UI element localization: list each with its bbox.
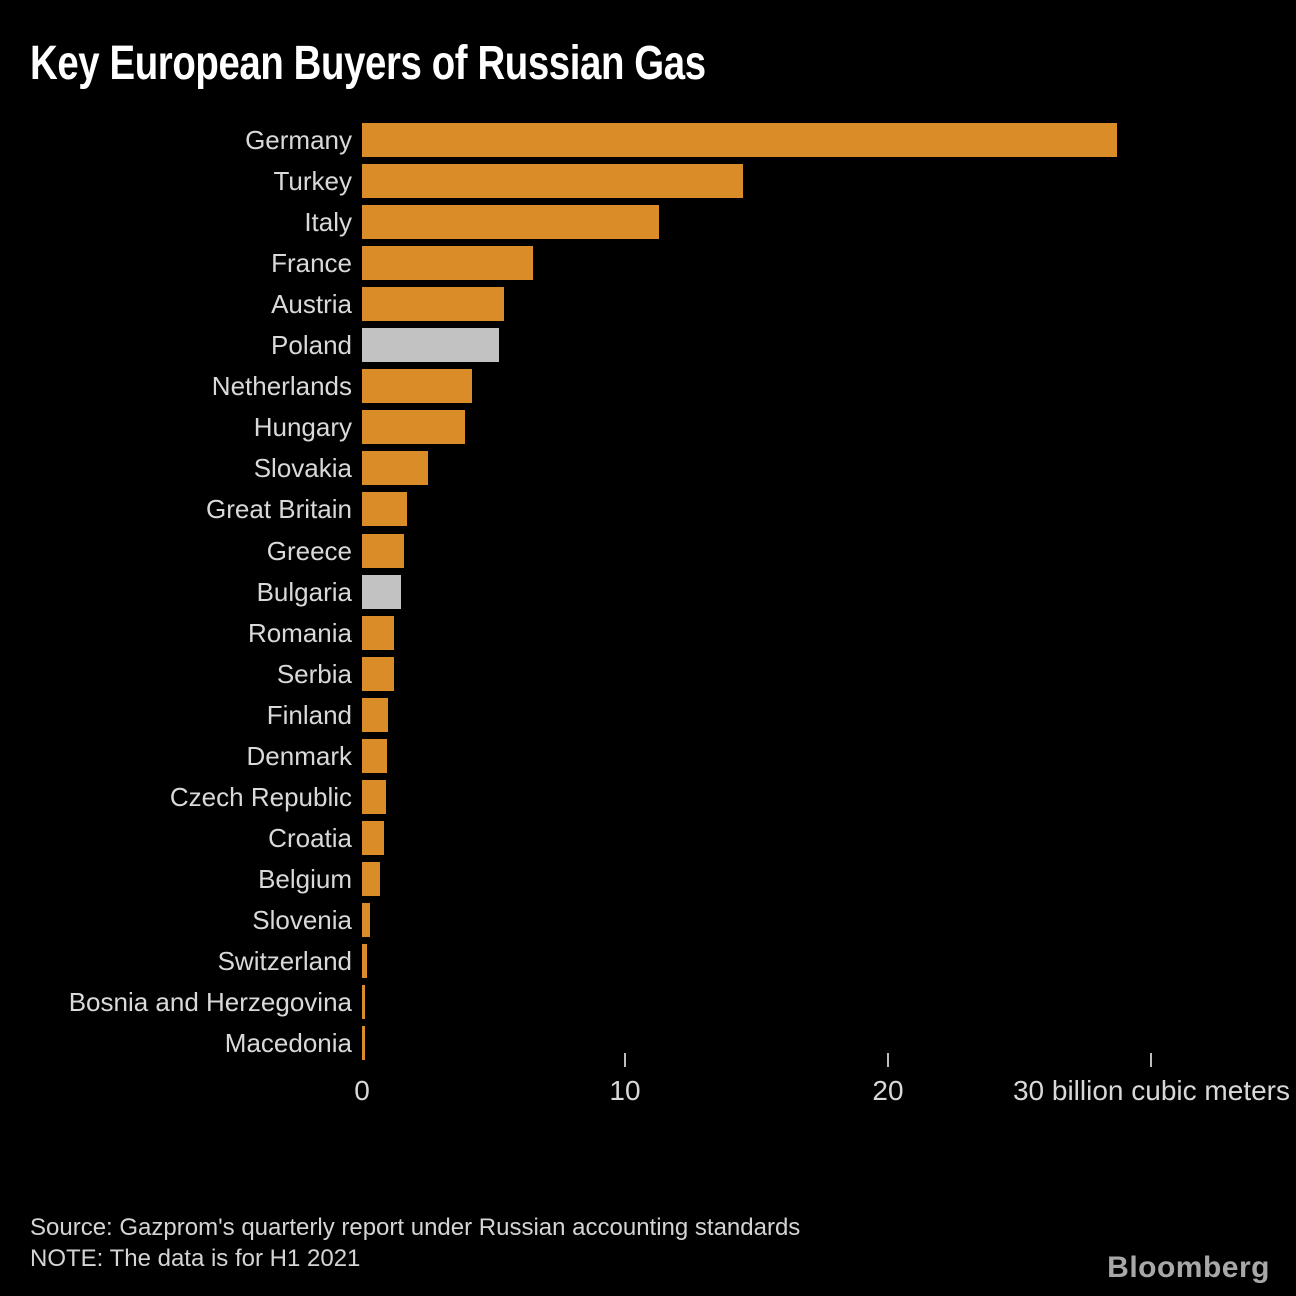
bar-row: Poland: [0, 325, 1296, 366]
bar-row: Czech Republic: [0, 777, 1296, 818]
bar-row: Great Britain: [0, 489, 1296, 530]
category-label: Greece: [266, 535, 352, 566]
bar: [362, 574, 402, 609]
category-label: Bosnia and Herzegovina: [68, 987, 352, 1018]
category-label: Serbia: [276, 658, 352, 689]
category-label: Great Britain: [206, 494, 352, 525]
category-label: Slovakia: [253, 453, 352, 484]
bar-row: Slovenia: [0, 900, 1296, 941]
bar-row: Switzerland: [0, 941, 1296, 982]
category-label: Macedonia: [224, 1028, 352, 1059]
category-label: Croatia: [268, 822, 352, 853]
bar: [362, 944, 368, 978]
bar: [362, 451, 428, 486]
axis-unit-label: 30 billion cubic meters: [1012, 1075, 1290, 1106]
bar: [362, 492, 407, 527]
category-label: Switzerland: [217, 946, 352, 976]
bar: [362, 246, 533, 281]
category-label: Romania: [247, 617, 352, 648]
chart-title: Key European Buyers of Russian Gas: [30, 37, 706, 90]
bar: [362, 369, 473, 404]
bar-row: France: [0, 243, 1296, 284]
bar: [362, 205, 660, 240]
category-label: Netherlands: [211, 371, 352, 402]
source-line: Source: Gazprom's quarterly report under…: [30, 1214, 801, 1241]
category-label: Slovenia: [252, 904, 352, 935]
bar: [362, 985, 365, 1020]
category-label: Denmark: [246, 740, 352, 771]
category-label: Turkey: [273, 166, 353, 197]
category-label: Czech Republic: [169, 781, 352, 812]
footnotes: Source: Gazprom's quarterly report under…: [30, 1212, 800, 1274]
axis-tick-label: 10: [609, 1075, 641, 1106]
bar-row: Austria: [0, 284, 1296, 325]
bar-row: Netherlands: [0, 366, 1296, 407]
bar-row: Italy: [0, 202, 1296, 243]
category-label: Finland: [266, 699, 352, 730]
bar-row: Macedonia: [0, 1023, 1296, 1064]
category-label: Germany: [245, 125, 352, 155]
bar: [362, 164, 744, 199]
bar-row: Denmark: [0, 736, 1296, 777]
category-label: Poland: [271, 330, 352, 361]
bar: [362, 902, 370, 937]
bar-row: Belgium: [0, 859, 1296, 900]
bar: [362, 656, 394, 691]
axis-tick: [1150, 1053, 1152, 1067]
axis-tick-label: 20: [872, 1075, 904, 1106]
bar: [362, 779, 386, 814]
bar: [362, 123, 1117, 157]
bar-row: Croatia: [0, 818, 1296, 859]
bar-row: Germany: [0, 120, 1296, 161]
bar-row: Hungary: [0, 407, 1296, 448]
bar-row: Bosnia and Herzegovina: [0, 982, 1296, 1023]
category-label: Austria: [271, 289, 352, 320]
category-label: Belgium: [258, 863, 352, 894]
bar: [362, 533, 405, 568]
bar: [362, 287, 505, 322]
category-label: Bulgaria: [256, 576, 352, 607]
bar-row: Slovakia: [0, 448, 1296, 489]
bar-row: Serbia: [0, 654, 1296, 695]
bar-row: Romania: [0, 613, 1296, 654]
bar: [362, 410, 465, 445]
bar: [362, 1026, 365, 1061]
bar-row: Finland: [0, 695, 1296, 736]
axis-tick-label: 0: [354, 1075, 370, 1106]
bloomberg-logo: Bloomberg: [1107, 1251, 1270, 1284]
bar: [362, 615, 394, 650]
note-line: NOTE: The data is for H1 2021: [30, 1245, 361, 1272]
category-label: Hungary: [253, 412, 352, 443]
bar: [362, 738, 387, 773]
category-label: Italy: [304, 207, 352, 238]
axis-tick: [624, 1053, 626, 1067]
bar-row: Turkey: [0, 161, 1296, 202]
bar: [362, 820, 385, 855]
bar: [362, 861, 381, 896]
bar-row: Greece: [0, 531, 1296, 572]
bar: [362, 697, 389, 732]
bar: [362, 328, 499, 363]
axis-tick: [887, 1053, 889, 1067]
category-label: France: [271, 248, 352, 279]
bar-row: Bulgaria: [0, 572, 1296, 613]
